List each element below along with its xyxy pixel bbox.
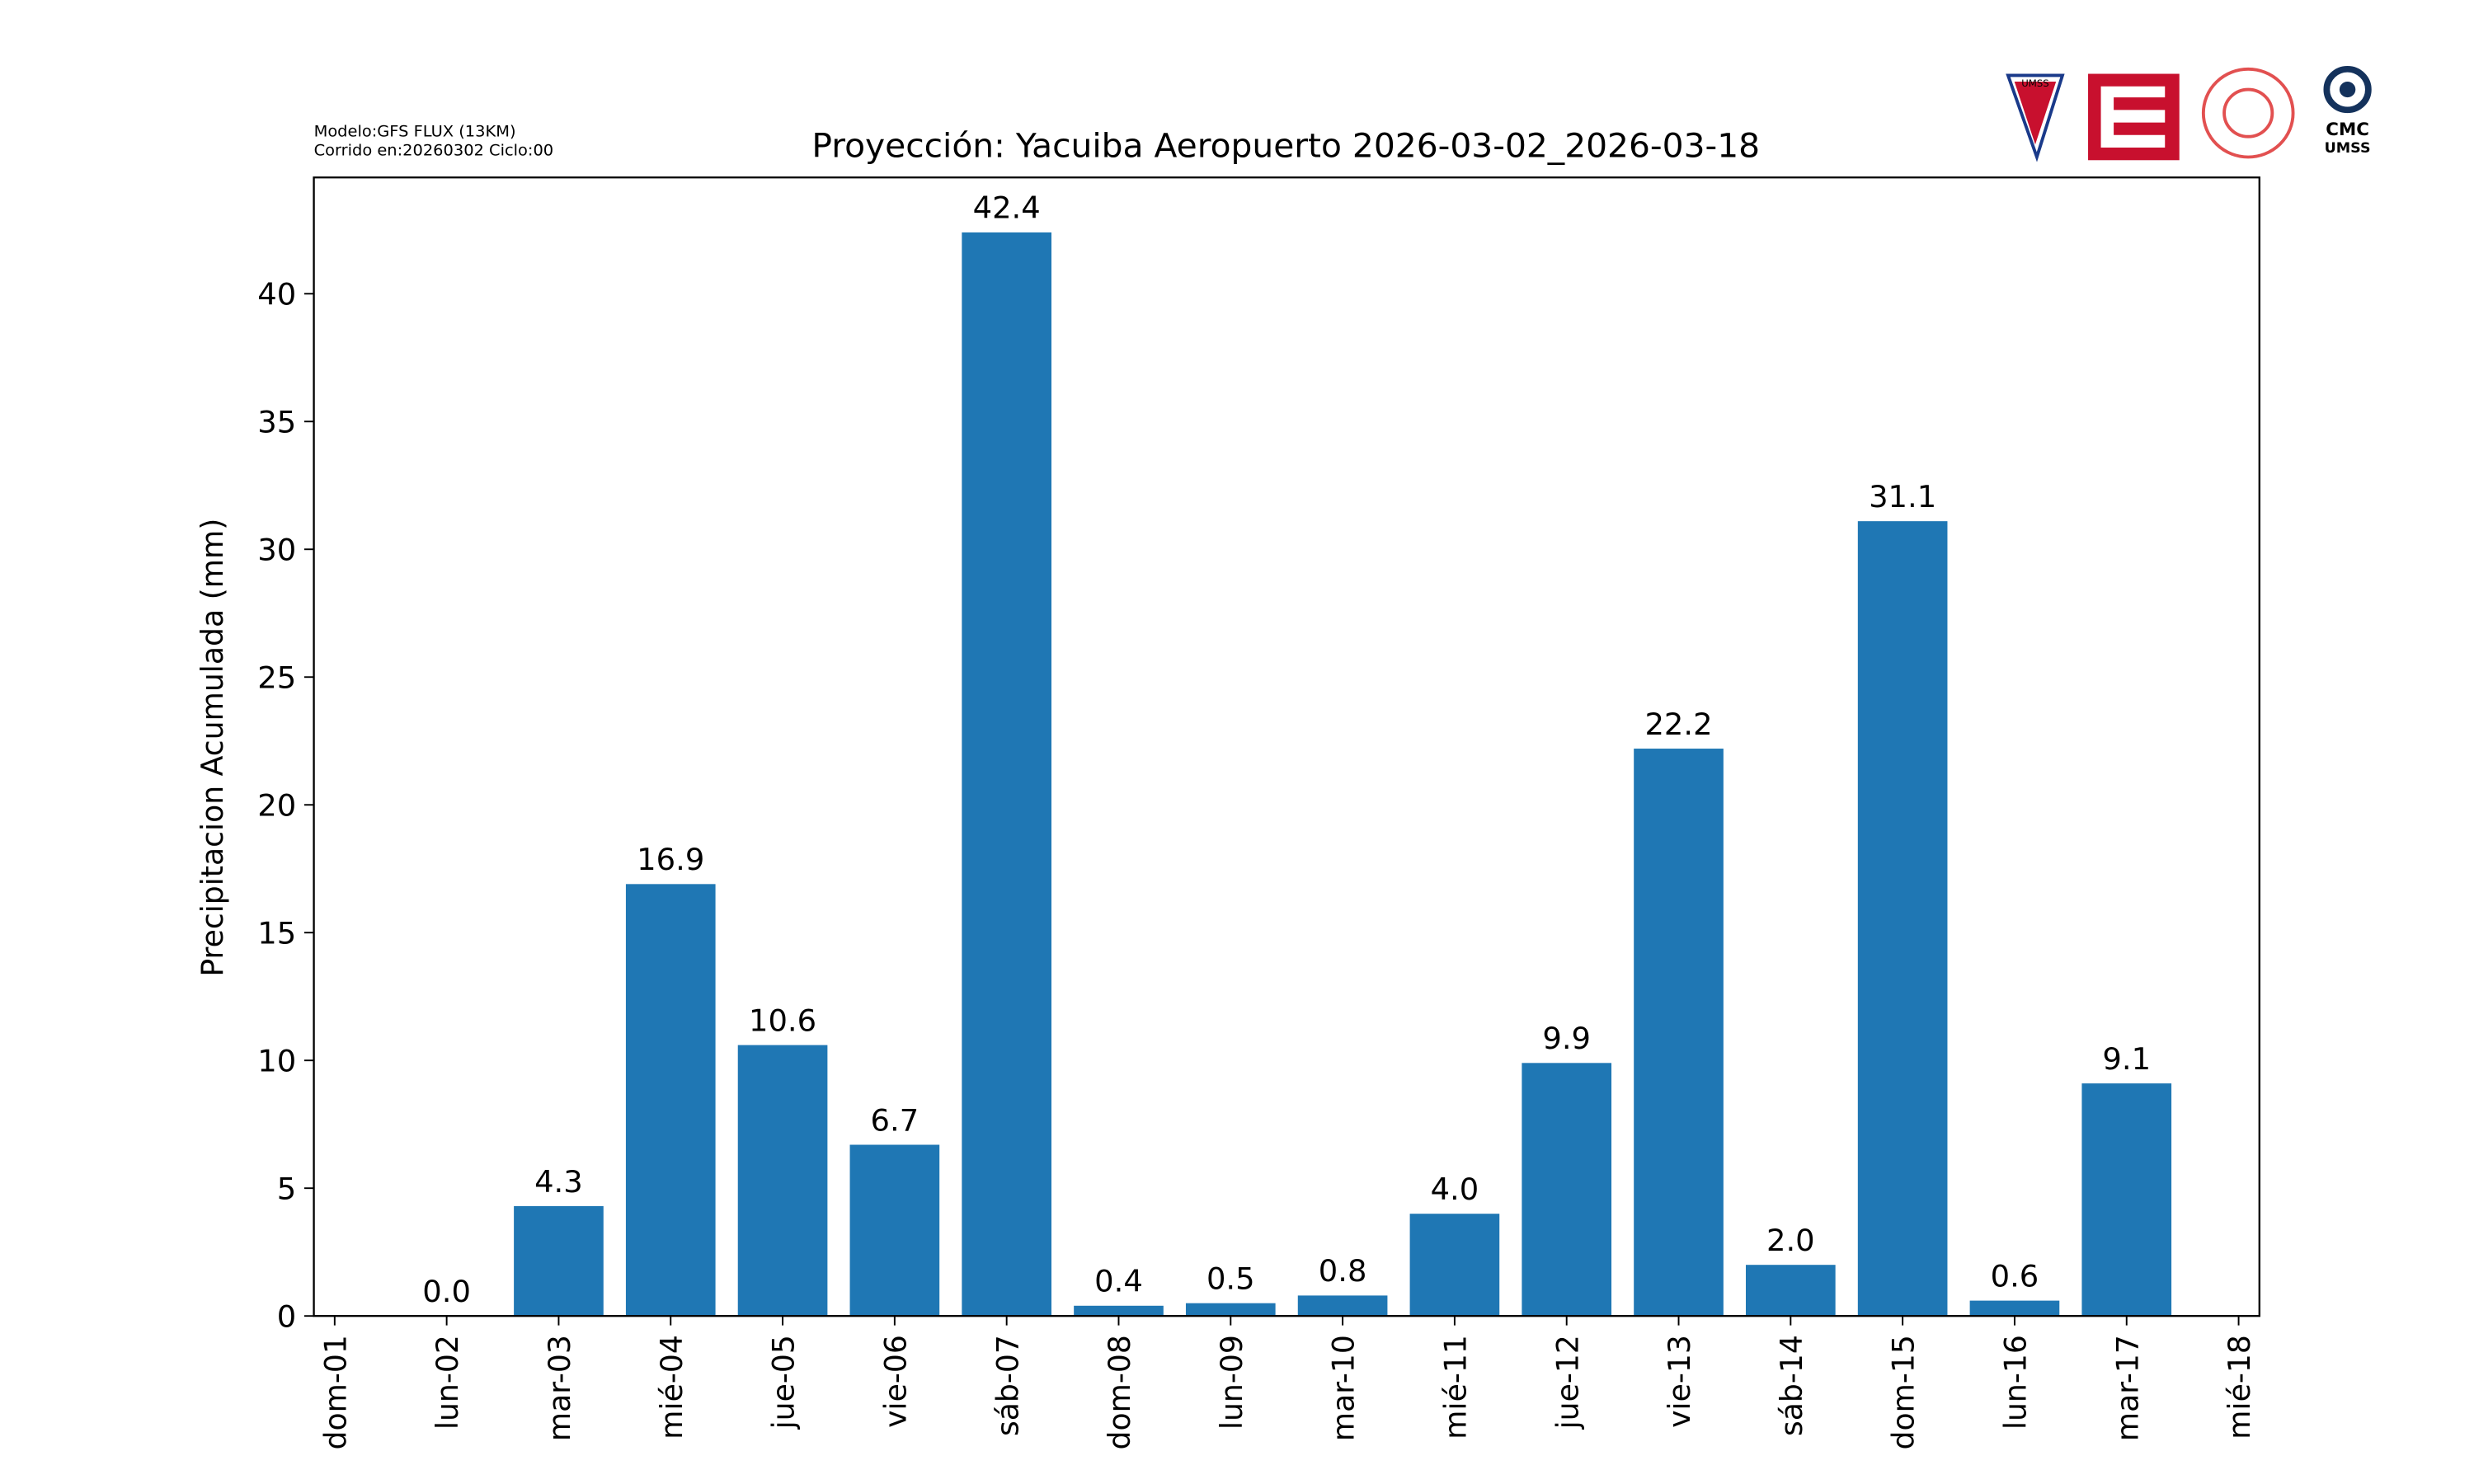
x-tick-label: mié-18 (2222, 1335, 2257, 1439)
value-label: 0.6 (1991, 1259, 2039, 1294)
y-tick-label: 30 (257, 533, 296, 568)
x-tick-label: vie-13 (1662, 1335, 1697, 1428)
bar (625, 884, 716, 1317)
value-label: 0.8 (1319, 1254, 1367, 1289)
value-label: 10.6 (749, 1003, 816, 1039)
y-tick-label: 25 (257, 660, 296, 696)
chart-title: Proyección: Yacuiba Aeropuerto 2026-03-0… (811, 127, 1760, 166)
value-label: 9.1 (2102, 1041, 2151, 1077)
value-label: 2.0 (1766, 1223, 1815, 1258)
bar (1969, 1300, 2060, 1317)
logo-text: CMC (2326, 119, 2369, 139)
bar (1522, 1063, 1612, 1317)
x-tick-label: dom-15 (1885, 1335, 1921, 1449)
dept-logo-inner (2222, 87, 2274, 139)
run-line: Corrido en:20260302 Ciclo:00 (314, 141, 554, 160)
value-label: 16.9 (637, 843, 704, 878)
bar (1634, 749, 1724, 1317)
value-label: 4.0 (1431, 1172, 1479, 1207)
value-label: 4.3 (534, 1164, 583, 1200)
bar (2081, 1083, 2172, 1317)
y-tick-label: 20 (257, 788, 296, 824)
x-tick-label: mié-11 (1437, 1335, 1473, 1439)
x-tick-label: jue-05 (765, 1335, 801, 1430)
x-tick-label: lun-02 (430, 1335, 465, 1430)
value-label: 6.7 (871, 1103, 920, 1139)
bar (1746, 1265, 1836, 1317)
cmc-logo-dot (2339, 82, 2356, 98)
plot-area: 0 5 10 15 20 25 30 35 40 dom-01 lun-02 0.0 mar-03 4.3… (257, 190, 2257, 1449)
x-tick-label: mar-17 (2109, 1335, 2145, 1441)
bar (849, 1144, 940, 1317)
value-label: 9.9 (1542, 1021, 1591, 1056)
x-tick-label: lun-16 (1997, 1335, 2033, 1430)
umss-shield-inner (2014, 82, 2057, 145)
logos: UMSS CMC UMSS (2006, 66, 2372, 162)
y-tick-label: 10 (257, 1044, 296, 1079)
y-tick-label: 0 (277, 1299, 296, 1335)
bar (1297, 1295, 1388, 1317)
y-tick-label: 15 (257, 916, 296, 951)
bar (1409, 1214, 1500, 1317)
logo-text: UMSS (2325, 140, 2371, 157)
value-label: 31.1 (1869, 479, 1936, 514)
bar (1857, 521, 1948, 1317)
value-label: 22.2 (1644, 707, 1712, 742)
x-tick-label: dom-01 (317, 1335, 353, 1449)
x-tick-label: mar-10 (1325, 1335, 1361, 1441)
x-tick-label: lun-09 (1214, 1335, 1249, 1430)
faculty-logo-mark (2100, 86, 2166, 148)
y-tick-label: 40 (257, 277, 296, 312)
x-tick-label: jue-12 (1550, 1335, 1585, 1430)
logo-text: UMSS (2021, 77, 2048, 89)
bar (737, 1045, 828, 1317)
model-line: Modelo:GFS FLUX (13KM) (314, 122, 516, 141)
y-tick-label: 5 (277, 1172, 296, 1207)
x-tick-label: vie-06 (877, 1335, 913, 1428)
bar (514, 1205, 604, 1317)
y-axis-label: Precipitacion Acumulada (mm) (195, 519, 230, 977)
plot-frame (313, 176, 2260, 1317)
x-tick-label: sáb-07 (990, 1335, 1025, 1436)
x-tick-label: sáb-14 (1774, 1335, 1809, 1436)
x-tick-label: mar-03 (542, 1335, 577, 1441)
y-tick-label: 35 (257, 405, 296, 440)
bar (1185, 1303, 1276, 1317)
value-label: 0.4 (1094, 1264, 1143, 1299)
bar (962, 232, 1051, 1317)
value-label: 42.4 (973, 190, 1041, 226)
x-tick-label: dom-08 (1102, 1335, 1137, 1449)
dept-logo (2201, 67, 2295, 159)
value-label: 0.5 (1206, 1261, 1255, 1297)
cmc-logo (2323, 66, 2372, 114)
bar (1074, 1305, 1164, 1317)
value-label: 0.0 (422, 1274, 471, 1309)
x-tick-label: mié-04 (654, 1335, 689, 1439)
